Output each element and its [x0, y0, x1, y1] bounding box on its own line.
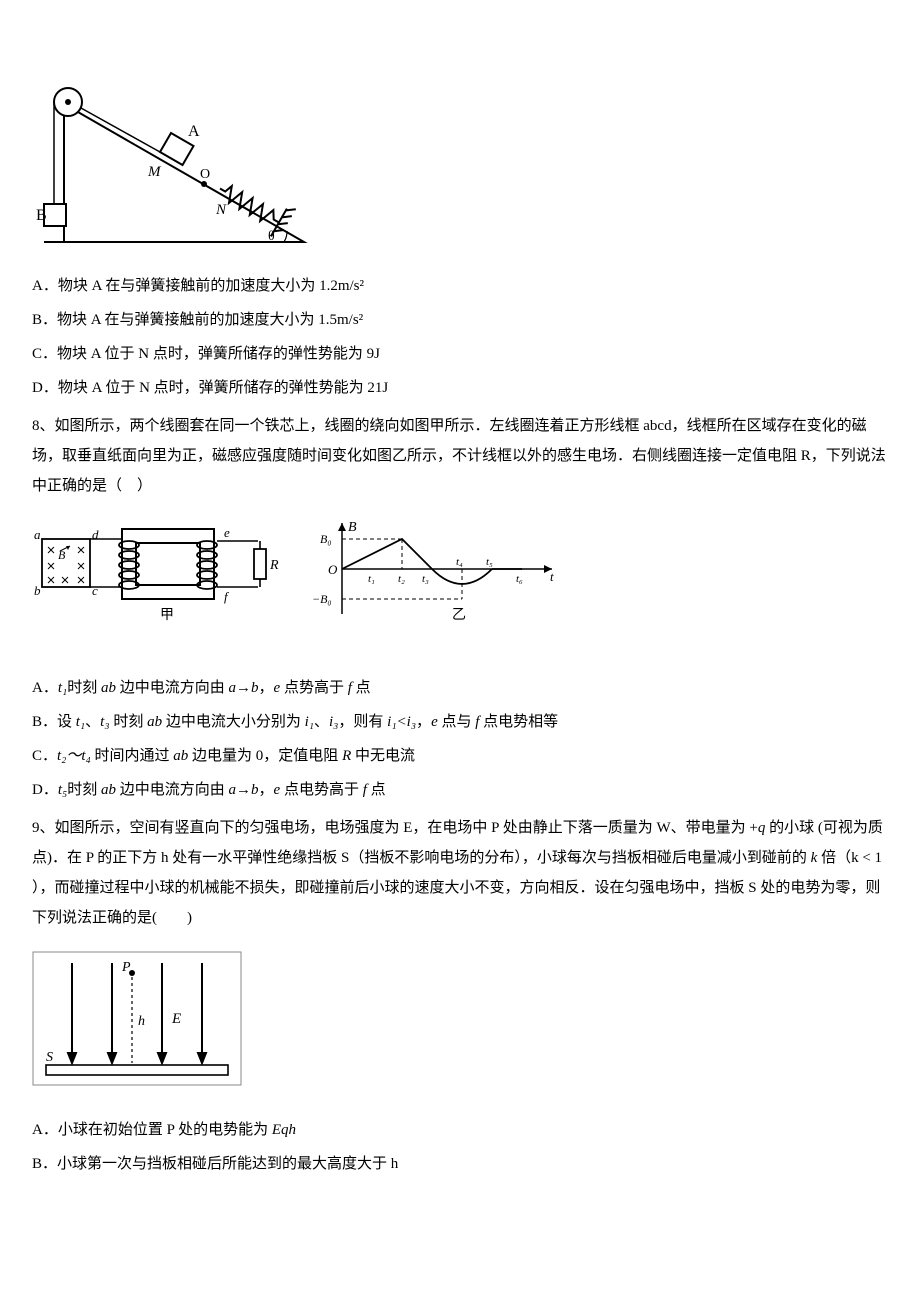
q8-option-b: B．设 t₁、t₃ 时刻 ab 边中电流大小分别为 i₁、i₃，则有 i₁<i₃… — [32, 707, 888, 737]
svg-text:f: f — [224, 589, 230, 604]
svg-text:O: O — [328, 562, 338, 577]
svg-text:B₀: B₀ — [320, 532, 332, 546]
svg-text:t₅: t₅ — [486, 556, 493, 568]
q7-svg: B A M O N θ — [32, 84, 312, 252]
svg-text:h: h — [138, 1014, 145, 1029]
q8-option-d: D．t₅时刻 ab 边中电流方向由 a→b，e 点电势高于 f 点 — [32, 775, 888, 805]
q8-svg: a b d c B — [32, 519, 562, 644]
q7-option-c: C．物块 A 位于 N 点时，弹簧所储存的弹性势能为 9J — [32, 339, 888, 369]
svg-text:甲: 甲 — [160, 608, 174, 623]
q8-option-c: C．t₂～t₄ 时间内通过 ab 边电量为 0，定值电阻 R 中无电流 — [32, 741, 888, 771]
svg-text:t₂: t₂ — [398, 573, 405, 585]
svg-text:乙: 乙 — [452, 607, 466, 623]
q8-figure: a b d c B — [32, 509, 888, 665]
q7-option-d: D．物块 A 位于 N 点时，弹簧所储存的弹性势能为 21J — [32, 373, 888, 403]
svg-text:e: e — [224, 525, 230, 540]
svg-text:−B₀: −B₀ — [312, 592, 332, 606]
svg-text:E: E — [171, 1011, 181, 1027]
svg-text:R: R — [269, 558, 279, 573]
q7-label-m: M — [147, 164, 162, 180]
q7-label-b: B — [36, 207, 47, 224]
svg-text:b: b — [34, 583, 41, 598]
q7-option-b: B．物块 A 在与弹簧接触前的加速度大小为 1.5m/s² — [32, 305, 888, 335]
svg-text:t₁: t₁ — [368, 573, 375, 585]
q9-figure: P h E S — [32, 941, 888, 1107]
svg-text:S: S — [46, 1050, 53, 1065]
q9-option-a: A．小球在初始位置 P 处的电势能为 Eqh — [32, 1115, 888, 1145]
svg-text:P: P — [121, 960, 131, 975]
svg-text:a: a — [34, 527, 41, 542]
q9-stem: 9、如图所示，空间有竖直向下的匀强电场，电场强度为 E，在电场中 P 处由静止下… — [32, 813, 888, 933]
q7-label-theta: θ — [268, 229, 275, 244]
svg-text:t₄: t₄ — [456, 556, 463, 568]
q7-label-o: O — [200, 167, 210, 182]
q7-option-a: A．物块 A 在与弹簧接触前的加速度大小为 1.2m/s² — [32, 271, 888, 301]
svg-text:B: B — [348, 520, 357, 535]
q7-label-a: A — [188, 123, 200, 140]
q7-figure: B A M O N θ — [32, 84, 888, 263]
svg-text:t: t — [550, 569, 554, 584]
svg-text:t₃: t₃ — [422, 573, 429, 585]
q9-svg: P h E S — [32, 951, 242, 1086]
svg-text:t₆: t₆ — [516, 573, 523, 585]
q8-option-a: A．t₁时刻 ab 边中电流方向由 a→b，e 点势高于 f 点 — [32, 673, 888, 703]
svg-text:c: c — [92, 583, 98, 598]
q8-stem: 8、如图所示，两个线圈套在同一个铁芯上，线圈的绕向如图甲所示．左线圈连着正方形线… — [32, 411, 888, 501]
q7-label-n: N — [215, 202, 227, 218]
q9-option-b: B．小球第一次与挡板相碰后所能达到的最大高度大于 h — [32, 1149, 888, 1179]
